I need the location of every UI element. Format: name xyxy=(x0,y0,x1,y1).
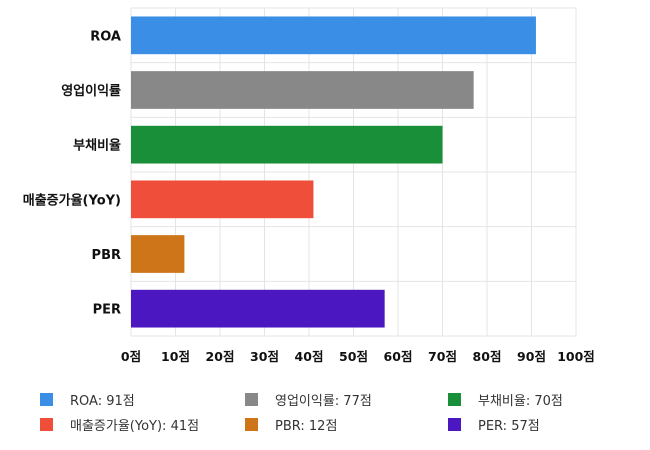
legend-label: 영업이익률: 77점 xyxy=(275,393,372,409)
bar xyxy=(131,16,536,55)
bar xyxy=(131,235,185,273)
legend-item: 부채비율: 70점 xyxy=(448,388,563,410)
category-label: PER xyxy=(93,303,121,318)
legend-swatch xyxy=(448,417,461,431)
x-tick-label: 80점 xyxy=(473,349,502,364)
bar xyxy=(131,289,385,328)
legend-label: 부채비율: 70점 xyxy=(478,393,563,409)
bar xyxy=(131,180,314,219)
category-label: PBR xyxy=(92,248,121,263)
legend-swatch xyxy=(245,392,258,406)
legend-label: PBR: 12점 xyxy=(275,418,338,434)
x-axis-ticks: 0점 10점 20점 30점 40점 50점 60점 70점 80점 90점 100점 xyxy=(121,349,595,364)
x-tick-label: 60점 xyxy=(384,349,413,364)
legend-swatch xyxy=(40,392,53,406)
bars xyxy=(131,16,536,328)
x-tick-label: 30점 xyxy=(250,349,279,364)
category-label: ROA xyxy=(90,29,121,44)
x-tick-label: 40점 xyxy=(295,349,324,364)
legend-item: PBR: 12점 xyxy=(245,413,337,435)
x-tick-label: 50점 xyxy=(339,349,368,364)
gridlines xyxy=(130,7,577,337)
category-label: 매출증가율(YoY) xyxy=(23,192,121,208)
legend-label: ROA: 91점 xyxy=(70,393,135,409)
legend-item: ROA: 91점 xyxy=(40,388,135,410)
legend-swatch xyxy=(40,417,53,431)
legend-item: 매출증가율(YoY): 41점 xyxy=(40,413,199,435)
legend-label: PER: 57점 xyxy=(478,418,540,434)
legend-label: 매출증가율(YoY): 41점 xyxy=(70,418,200,434)
legend-swatch xyxy=(448,392,461,406)
bar xyxy=(131,125,443,164)
x-tick-label: 100점 xyxy=(557,349,595,364)
x-tick-label: 10점 xyxy=(161,349,190,364)
category-label: 부채비율 xyxy=(73,138,121,154)
legend-swatch xyxy=(245,417,258,431)
legend-item: PER: 57점 xyxy=(448,413,540,435)
x-tick-label: 0점 xyxy=(121,349,141,364)
x-tick-label: 70점 xyxy=(428,349,457,364)
category-label: 영업이익률 xyxy=(61,83,121,99)
bar xyxy=(131,71,474,109)
x-tick-label: 20점 xyxy=(206,349,235,364)
legend-item: 영업이익률: 77점 xyxy=(245,388,372,410)
x-tick-label: 90점 xyxy=(517,349,546,364)
